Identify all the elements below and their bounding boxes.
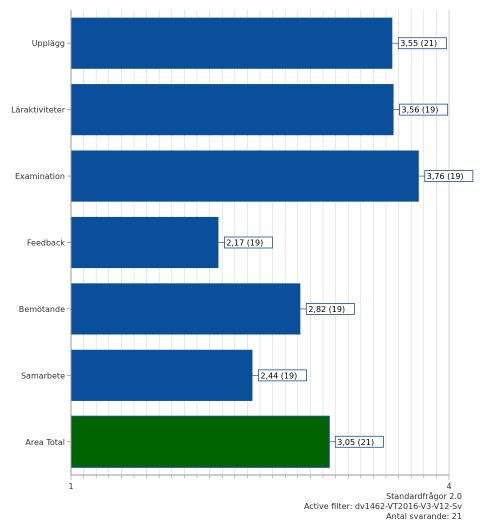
bar (71, 17, 393, 69)
bar (71, 283, 301, 335)
bar (71, 150, 419, 202)
category-label: Bemötande (19, 305, 65, 314)
value-label-box (397, 37, 447, 50)
value-label: 3,76 (19) (427, 172, 464, 181)
category-label: Läraktiviteter (11, 106, 66, 115)
value-label: 2,17 (19) (226, 239, 263, 248)
bar (71, 84, 394, 136)
labels-layer: 1 4 Upplägg 3,55 (21) Läraktiviteter 3,56 (19… (11, 37, 474, 491)
category-label: Feedback (27, 239, 65, 248)
value-label: 3,05 (21) (337, 438, 374, 447)
bar (70, 415, 330, 468)
value-label-box (424, 170, 474, 182)
value-label: 3,56 (19) (402, 106, 439, 115)
bar (71, 216, 219, 269)
value-label-box (224, 236, 273, 249)
footer-title: Standardfrågor 2.0 (386, 492, 462, 501)
value-label-box (334, 435, 384, 448)
x-tick-label: 1 (68, 482, 73, 491)
bar (71, 349, 253, 401)
footer-active-filter: Active filter: dv1462-VT2016-V3-V12-Sv (303, 502, 462, 511)
category-label: Area Total (25, 438, 65, 447)
category-label: Samarbete (21, 371, 65, 380)
value-label-box (399, 103, 449, 116)
category-label: Examination (15, 172, 65, 181)
value-label: 2,44 (19) (260, 371, 297, 380)
value-label: 3,55 (21) (400, 39, 437, 48)
category-label: Upplägg (32, 39, 65, 48)
value-label-box (258, 369, 307, 382)
value-label: 2,82 (19) (308, 305, 345, 314)
value-label-box (305, 303, 355, 315)
footer-respondent-count: Antal svarande: 21 (386, 512, 462, 521)
axis-layer (67, 10, 450, 480)
x-tick-label: 4 (446, 482, 451, 491)
chart-footer: Standardfrågor 2.0 Active filter: dv1462… (304, 492, 462, 522)
bars-layer (70, 17, 419, 468)
